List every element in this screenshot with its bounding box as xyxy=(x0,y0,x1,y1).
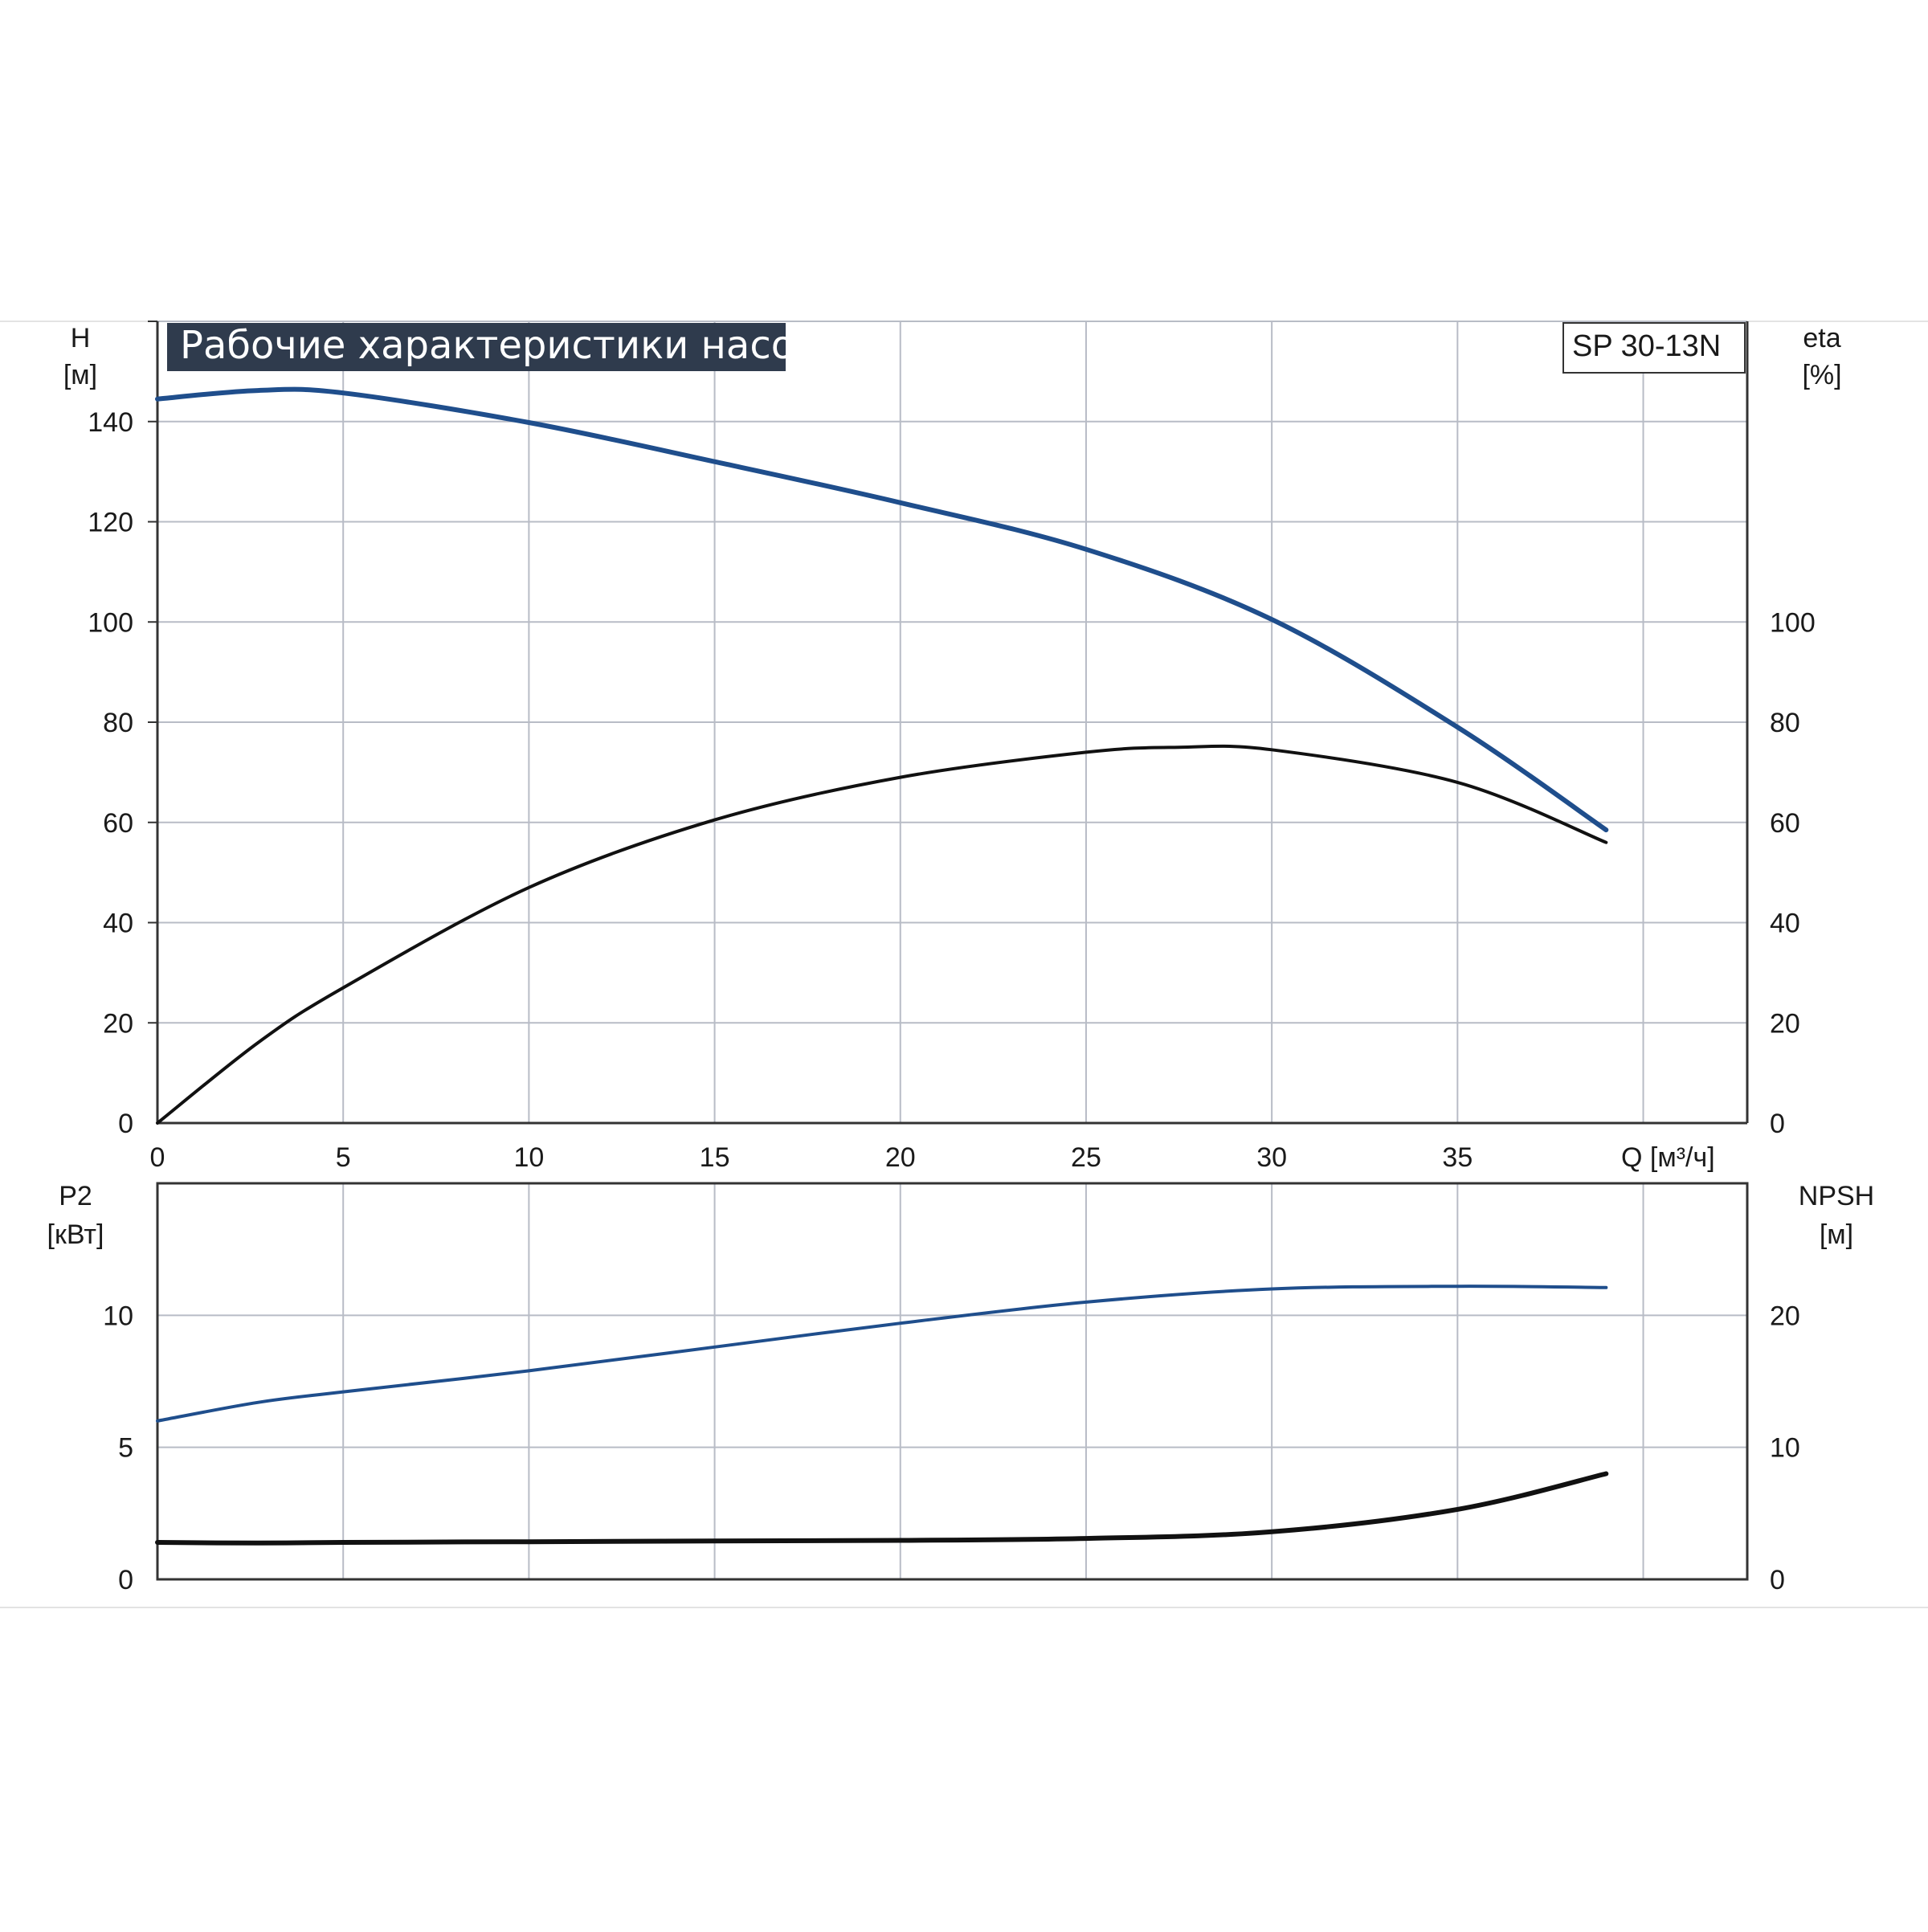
bottom-panel-grid xyxy=(157,1182,1747,1579)
top-y-left-tick-label: 20 xyxy=(103,1008,133,1039)
bottom-y-left-label-line1: P2 xyxy=(59,1181,92,1211)
top-y-left-tick-label: 0 xyxy=(118,1109,133,1139)
bottom-y-right-tick-label: 20 xyxy=(1770,1301,1800,1331)
top-y-right-label-line2: [%] xyxy=(1802,360,1841,390)
top-y-right-tick-label: 40 xyxy=(1770,909,1800,939)
top-y-right-label-line1: eta xyxy=(1803,323,1840,353)
efficiency-curve xyxy=(156,744,1608,1125)
chart-title: Рабочие характеристики насоса xyxy=(167,323,839,371)
series-layer xyxy=(155,386,1609,1546)
top-y-right-tick-label: 100 xyxy=(1770,607,1816,638)
top-panel-grid xyxy=(148,321,1747,1123)
axes xyxy=(156,321,1749,1581)
chart-title-background xyxy=(167,323,786,371)
bottom-y-left-tick-label: 0 xyxy=(118,1565,133,1595)
head-curve xyxy=(155,386,1609,833)
chart-title-text: Рабочие характеристики насоса xyxy=(180,323,839,368)
top-y-right-tick-label: 80 xyxy=(1770,708,1800,738)
top-y-left-label-line1: H xyxy=(71,323,91,353)
top-y-right-tick-label: 0 xyxy=(1770,1109,1785,1139)
x-tick-label: 0 xyxy=(150,1142,165,1173)
x-tick-label: 10 xyxy=(513,1142,544,1173)
x-tick-label: 20 xyxy=(885,1142,916,1173)
npsh-curve xyxy=(155,1471,1609,1546)
model-badge-border xyxy=(1562,322,1746,374)
top-y-left-tick-label: 80 xyxy=(103,708,133,738)
x-tick-label: 30 xyxy=(1256,1142,1287,1173)
bottom-panel-frame xyxy=(156,1182,1749,1581)
top-y-left-tick-label: 120 xyxy=(88,508,133,538)
top-y-left-tick-label: 100 xyxy=(88,607,133,638)
top-y-left-label-line2: [м] xyxy=(63,360,97,390)
bottom-y-right-tick-label: 0 xyxy=(1770,1565,1785,1595)
bottom-y-right-label-line1: NPSH xyxy=(1799,1181,1874,1211)
bottom-y-right-tick-label: 10 xyxy=(1770,1433,1800,1464)
power-curve xyxy=(156,1285,1608,1423)
x-axis-label: Q [м³/ч] xyxy=(1621,1142,1715,1173)
top-y-right-tick-label: 60 xyxy=(1770,808,1800,839)
bottom-y-right-label-line2: [м] xyxy=(1820,1219,1853,1250)
bottom-y-left-tick-label: 10 xyxy=(103,1301,133,1331)
bottom-y-left-tick-label: 5 xyxy=(118,1433,133,1464)
x-tick-label: 25 xyxy=(1071,1142,1101,1173)
top-y-left-tick-label: 60 xyxy=(103,808,133,839)
x-tick-label: 15 xyxy=(700,1142,730,1173)
bottom-y-left-label-line2: [кВт] xyxy=(47,1219,104,1250)
top-y-left-tick-label: 140 xyxy=(88,407,133,438)
model-badge: SP 30-13N xyxy=(1562,322,1746,374)
tick-labels: 0 5 10 15 20 25 30 3502040608010012014002040608… xyxy=(88,407,1815,1595)
model-badge-text: SP 30-13N xyxy=(1572,329,1721,363)
x-tick-label: 35 xyxy=(1442,1142,1473,1173)
top-y-left-tick-label: 40 xyxy=(103,909,133,939)
top-y-right-tick-label: 20 xyxy=(1770,1008,1800,1039)
x-tick-label: 5 xyxy=(336,1142,351,1173)
